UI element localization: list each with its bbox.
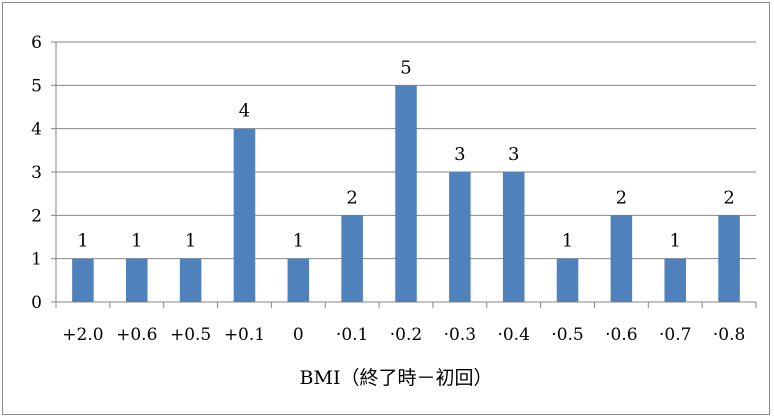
y-tick-label: 6 <box>31 33 42 53</box>
bar <box>72 258 94 302</box>
x-tick-label: +0.1 <box>224 325 265 345</box>
data-label: 1 <box>670 231 681 252</box>
data-label: 3 <box>454 144 465 165</box>
data-label: 1 <box>185 231 196 252</box>
y-tick-label: 2 <box>31 206 42 226</box>
bar <box>287 258 310 302</box>
data-label: 2 <box>616 187 627 208</box>
bar <box>341 215 363 302</box>
data-label: 1 <box>562 231 573 252</box>
bar <box>126 258 148 302</box>
data-label: 4 <box>239 101 250 122</box>
x-tick-labels: +2.0 +0.6 +0.5 +0.1 0 ·0.1 ·0.2 ·0.3 ·0.4 ·0.5 ·0.… <box>62 325 745 345</box>
bars <box>72 85 740 302</box>
y-tick-label: 4 <box>31 120 42 140</box>
x-tick-label: ·0.2 <box>390 325 422 345</box>
y-tick-label: 3 <box>31 163 42 183</box>
x-tick-label: ·0.7 <box>659 325 691 345</box>
data-label: 1 <box>293 231 304 252</box>
x-tick-label: ·0.5 <box>551 325 583 345</box>
data-label: 5 <box>400 57 411 78</box>
x-tick-label: ·0.4 <box>497 325 529 345</box>
x-tick-label: +0.6 <box>116 325 157 345</box>
x-tick-label: 0 <box>293 325 304 345</box>
y-tick-labels: 0 1 2 3 4 5 6 <box>31 33 42 313</box>
bar <box>395 85 417 302</box>
data-label: 2 <box>723 187 734 208</box>
bar <box>664 258 686 302</box>
data-label: 3 <box>508 144 519 165</box>
x-tick-label: +0.5 <box>170 325 211 345</box>
bar <box>233 128 256 302</box>
bar <box>556 258 579 302</box>
x-tick-label: ·0.1 <box>336 325 368 345</box>
chart-frame <box>2 2 770 415</box>
data-labels: 1 1 1 4 1 2 5 3 3 1 2 1 2 <box>77 57 735 251</box>
x-tick-label: ·0.8 <box>713 325 745 345</box>
bar <box>718 215 740 302</box>
y-tick-label: 1 <box>31 250 42 270</box>
data-label: 2 <box>346 187 357 208</box>
bar <box>610 215 633 302</box>
x-axis-title: BMI（終了時－初回） <box>300 367 493 389</box>
bar <box>179 258 202 302</box>
y-tick-label: 0 <box>31 293 42 313</box>
x-tick-label: ·0.3 <box>444 325 476 345</box>
data-label: 1 <box>131 231 142 252</box>
x-tick-label: ·0.6 <box>605 325 637 345</box>
bar <box>449 172 471 302</box>
bar <box>502 172 525 302</box>
x-tick-label: +2.0 <box>62 325 103 345</box>
data-label: 1 <box>77 231 88 252</box>
y-tick-label: 5 <box>31 76 42 96</box>
